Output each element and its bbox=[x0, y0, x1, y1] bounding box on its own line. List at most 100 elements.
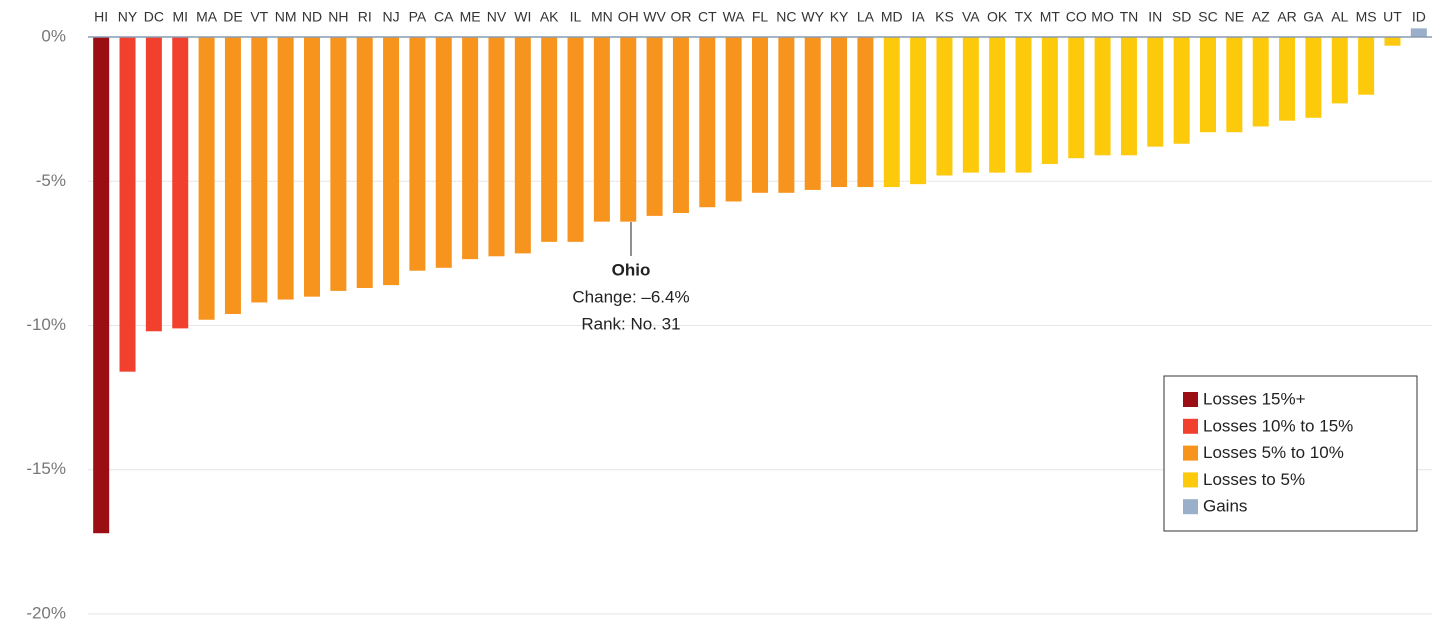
x-tick-label: IL bbox=[570, 9, 582, 25]
bar bbox=[646, 37, 663, 216]
x-tick-label: RI bbox=[358, 9, 372, 25]
bar bbox=[804, 37, 821, 190]
x-tick-label: VA bbox=[962, 9, 980, 25]
bar bbox=[1015, 37, 1032, 173]
y-tick-label: -20% bbox=[26, 603, 66, 622]
y-tick-label: 0% bbox=[41, 27, 66, 46]
bar bbox=[778, 37, 795, 193]
x-tick-label: NE bbox=[1225, 9, 1244, 25]
bar bbox=[1252, 37, 1269, 127]
x-tick-label: AZ bbox=[1252, 9, 1270, 25]
legend: Losses 15%+ Losses 10% to 15% Losses 5% to… bbox=[1183, 389, 1353, 516]
bar bbox=[1305, 37, 1322, 118]
x-tick-label: FL bbox=[752, 9, 769, 25]
bar bbox=[962, 37, 979, 173]
legend-swatch bbox=[1183, 418, 1198, 434]
x-tick-label: NV bbox=[487, 9, 507, 25]
x-tick-label: WV bbox=[643, 9, 666, 25]
bar bbox=[119, 37, 136, 372]
bar bbox=[383, 37, 400, 286]
bar bbox=[514, 37, 531, 254]
bar bbox=[725, 37, 742, 202]
x-tick-label: MI bbox=[172, 9, 188, 25]
bar bbox=[356, 37, 373, 289]
bar bbox=[172, 37, 189, 329]
bar bbox=[831, 37, 848, 188]
legend-label: Losses 10% to 15% bbox=[1203, 416, 1353, 435]
bar bbox=[224, 37, 241, 314]
bar bbox=[304, 37, 320, 297]
x-tick-label: WA bbox=[723, 9, 746, 25]
bar bbox=[1226, 37, 1243, 133]
bar bbox=[1147, 37, 1164, 147]
x-tick-label: LA bbox=[857, 9, 875, 25]
legend-label: Losses to 5% bbox=[1203, 470, 1305, 489]
x-tick-label: VT bbox=[250, 9, 268, 25]
x-tick-label: DE bbox=[223, 9, 242, 25]
bar bbox=[1331, 37, 1348, 104]
x-tick-label: IA bbox=[912, 9, 926, 25]
x-tick-label: NJ bbox=[382, 9, 399, 25]
bar bbox=[1173, 37, 1190, 144]
bar bbox=[1358, 37, 1375, 95]
bar bbox=[989, 37, 1006, 173]
x-tick-label: AK bbox=[540, 9, 559, 25]
bar bbox=[1094, 37, 1111, 156]
y-tick-label: -5% bbox=[36, 171, 66, 190]
annotation-line: Change: –6.4% bbox=[572, 287, 689, 306]
legend-swatch bbox=[1183, 472, 1198, 488]
bar bbox=[1384, 37, 1401, 46]
x-tick-label: DC bbox=[144, 9, 164, 25]
x-tick-label: ND bbox=[302, 9, 322, 25]
x-tick-label: CA bbox=[434, 9, 454, 25]
bar bbox=[488, 37, 505, 257]
bar bbox=[1200, 37, 1216, 133]
bar bbox=[1410, 28, 1427, 38]
bar bbox=[541, 37, 558, 242]
legend-swatch bbox=[1183, 445, 1198, 461]
x-tick-label: NH bbox=[328, 9, 348, 25]
x-tick-label: UT bbox=[1383, 9, 1402, 25]
x-tick-label: NM bbox=[275, 9, 297, 25]
bar bbox=[277, 37, 294, 300]
bar bbox=[145, 37, 162, 332]
bar bbox=[567, 37, 584, 242]
legend-box bbox=[1163, 375, 1418, 532]
bar bbox=[752, 37, 768, 193]
x-tick-label: IN bbox=[1148, 9, 1162, 25]
bar bbox=[910, 37, 927, 185]
legend-swatch bbox=[1183, 392, 1198, 407]
annotation-title: Ohio bbox=[612, 260, 651, 279]
bar bbox=[620, 37, 637, 222]
x-tick-label: HI bbox=[94, 9, 108, 25]
bar bbox=[462, 37, 479, 260]
x-tick-label: PA bbox=[409, 9, 427, 25]
bar bbox=[435, 37, 452, 268]
x-tick-label: SC bbox=[1198, 9, 1217, 25]
x-tick-label: NY bbox=[118, 9, 138, 25]
bar bbox=[1068, 37, 1085, 159]
bars: HI NY DC MI MA DE VT NM ND NH RI NJ PA CA ME NV WI AK IL MN… bbox=[88, 9, 1432, 534]
bar bbox=[198, 37, 215, 320]
bar bbox=[409, 37, 426, 271]
bar bbox=[699, 37, 716, 208]
x-tick-label: KY bbox=[830, 9, 849, 25]
x-tick-label: AR bbox=[1277, 9, 1296, 25]
legend-label: Losses 15%+ bbox=[1203, 389, 1306, 408]
bar bbox=[593, 37, 610, 222]
bar bbox=[1279, 37, 1296, 121]
bar bbox=[672, 37, 689, 214]
x-tick-label: AL bbox=[1331, 9, 1348, 25]
bar bbox=[1120, 37, 1137, 156]
x-tick-label: NC bbox=[776, 9, 796, 25]
x-tick-label: TX bbox=[1015, 9, 1034, 25]
bar bbox=[857, 37, 874, 188]
bar bbox=[1041, 37, 1058, 164]
x-tick-label: SD bbox=[1172, 9, 1191, 25]
y-tick-label: -10% bbox=[26, 315, 66, 334]
annotation-line: Rank: No. 31 bbox=[581, 314, 680, 333]
x-tick-label: OK bbox=[987, 9, 1008, 25]
x-tick-label: WI bbox=[514, 9, 531, 25]
x-tick-label: ME bbox=[460, 9, 481, 25]
